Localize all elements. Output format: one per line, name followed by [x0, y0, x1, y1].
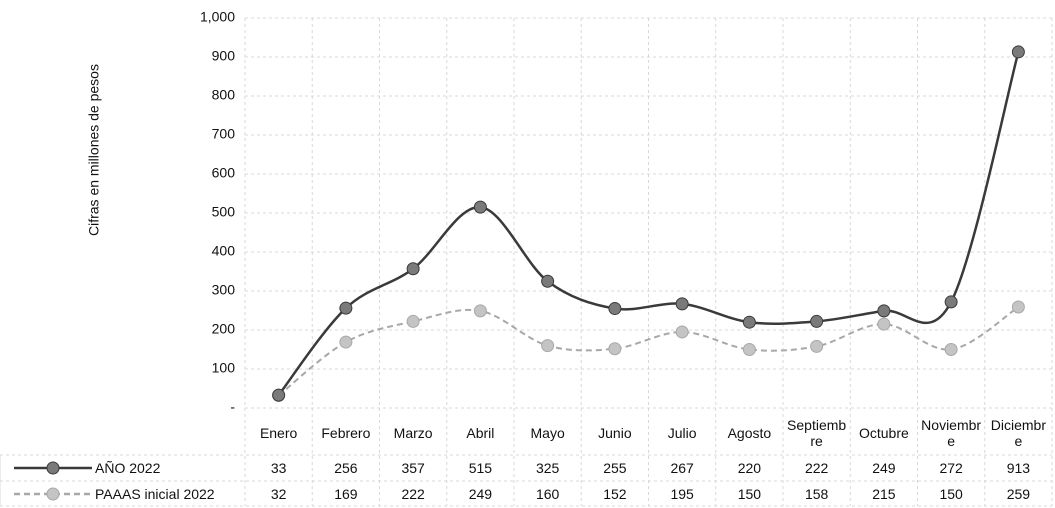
x-tick-label: Julio — [667, 425, 697, 441]
marker — [1011, 300, 1025, 314]
table-value: 249 — [872, 459, 896, 476]
marker — [473, 304, 487, 318]
table-value: 357 — [401, 459, 425, 476]
y-tick-label: 700 — [212, 126, 236, 142]
marker — [406, 314, 420, 328]
marker — [944, 295, 958, 309]
legend-label: AÑO 2022 — [95, 459, 161, 476]
x-tick-label: Octubre — [858, 425, 909, 441]
x-tick-label: Septiembre — [787, 417, 847, 449]
y-tick-label: - — [230, 399, 235, 415]
series-line — [277, 51, 1020, 396]
marker — [541, 274, 555, 288]
y-tick-label: 1,000 — [200, 9, 235, 25]
marker — [272, 388, 286, 402]
table-value: 160 — [535, 485, 560, 502]
y-axis-label: Cifras en millones de pesos — [86, 64, 102, 236]
x-tick-label: Febrero — [321, 425, 371, 441]
table-value: 222 — [804, 459, 829, 476]
table-value: 169 — [334, 485, 358, 502]
marker — [877, 304, 891, 318]
marker — [339, 301, 353, 315]
marker — [608, 342, 622, 356]
x-tick-label: Enero — [259, 425, 298, 441]
marker — [742, 343, 756, 356]
x-tick-label: Mayo — [530, 425, 565, 441]
marker — [1011, 45, 1025, 59]
table-value: 259 — [1006, 485, 1031, 502]
series-line — [278, 306, 1019, 397]
x-tick-label: Diciembre — [990, 417, 1046, 449]
y-tick-label: 900 — [212, 48, 236, 64]
x-tick-label: Junio — [598, 425, 632, 441]
table-value: 256 — [334, 459, 358, 476]
marker — [877, 317, 891, 331]
marker — [810, 314, 824, 328]
table-value: 150 — [737, 485, 762, 502]
y-tick-label: 500 — [212, 204, 236, 220]
marker — [541, 339, 555, 353]
marker — [339, 335, 353, 349]
marker — [406, 262, 420, 276]
x-tick-label: Agosto — [727, 425, 772, 441]
marker — [675, 325, 689, 339]
table-value: 325 — [535, 459, 560, 476]
legend-label: PAAAS inicial 2022 — [95, 485, 215, 502]
y-tick-label: 800 — [212, 87, 236, 103]
y-tick-label: 200 — [212, 321, 236, 337]
marker — [608, 302, 622, 316]
table-value: 913 — [1006, 459, 1031, 476]
marker — [473, 200, 487, 214]
marker — [675, 297, 689, 311]
y-tick-label: 100 — [212, 360, 236, 376]
legend-marker — [46, 461, 60, 475]
marker — [742, 315, 756, 329]
table-value: 222 — [401, 485, 425, 502]
table-value: 220 — [737, 459, 762, 476]
y-tick-label: 300 — [212, 282, 236, 298]
y-tick-label: 600 — [212, 165, 236, 181]
table-value: 152 — [603, 485, 627, 502]
legend-marker — [46, 487, 60, 501]
table-value: 272 — [939, 459, 963, 476]
table-value: 215 — [872, 485, 896, 502]
table-value: 255 — [603, 459, 627, 476]
marker — [944, 343, 958, 356]
table-value: 195 — [670, 485, 694, 502]
table-value: 158 — [804, 485, 829, 502]
table-value: 267 — [670, 459, 694, 476]
marker — [810, 339, 824, 353]
table-value: 515 — [468, 459, 493, 476]
table-value: 249 — [468, 485, 493, 502]
x-tick-label: Noviembre — [921, 417, 982, 449]
table-value: 32 — [270, 485, 287, 502]
y-tick-label: 400 — [212, 243, 236, 259]
x-tick-label: Marzo — [393, 425, 433, 441]
x-tick-label: Abril — [466, 425, 495, 441]
table-value: 33 — [270, 459, 287, 476]
table-value: 150 — [939, 485, 963, 502]
